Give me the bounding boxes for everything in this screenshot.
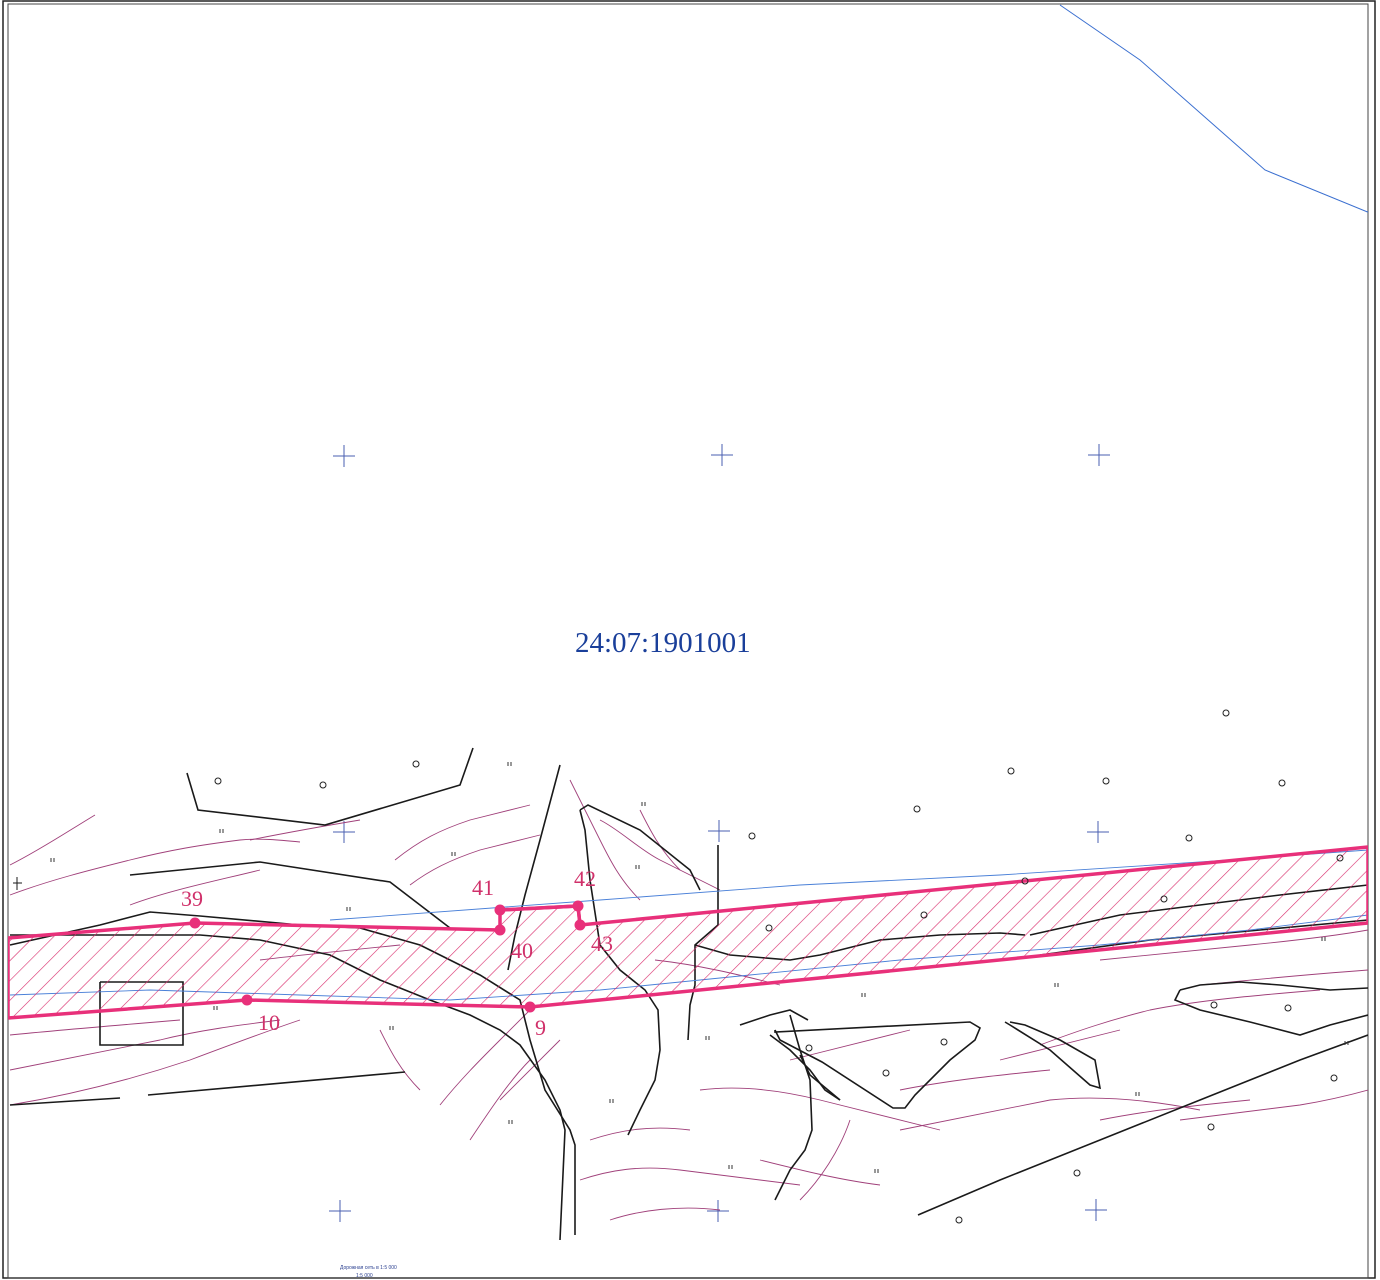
survey-point-10 <box>241 994 253 1006</box>
point-label: 40 <box>511 938 533 963</box>
point-label: 10 <box>258 1010 280 1035</box>
contour-lines <box>9 779 1368 1221</box>
cadastral-number-label: 24:07:1901001 <box>575 627 751 659</box>
survey-point-42 <box>572 900 584 912</box>
point-label: 42 <box>574 866 596 891</box>
survey-point-43 <box>574 919 586 931</box>
grid-cross <box>1088 444 1110 466</box>
grid-cross <box>1085 1199 1107 1221</box>
grid-cross <box>333 821 355 843</box>
grid-crosses <box>329 444 1110 1222</box>
survey-point-40 <box>494 924 506 936</box>
survey-point-9 <box>524 1001 536 1013</box>
grid-cross <box>329 1200 351 1222</box>
survey-point-39 <box>189 917 201 929</box>
grid-cross <box>708 820 730 842</box>
footer-note-line2: 1:5 000 <box>356 1273 373 1279</box>
point-label: 43 <box>591 931 613 956</box>
pole-markers <box>214 709 1344 1224</box>
survey-point-41 <box>494 904 506 916</box>
grid-cross <box>333 445 355 467</box>
grid-cross <box>711 444 733 466</box>
grid-cross <box>1087 821 1109 843</box>
river-line <box>1059 4 1368 213</box>
map-inner-frame <box>7 3 1369 1279</box>
parcel-corridor <box>8 845 1368 1020</box>
grid-cross <box>707 1200 729 1222</box>
point-label: 9 <box>535 1015 546 1040</box>
point-label: 41 <box>472 875 494 900</box>
point-label: 39 <box>181 886 203 911</box>
footer-note-line1: Дорожная сеть в 1:5 000 <box>340 1265 397 1271</box>
grass-markers <box>50 762 1349 1173</box>
survey-points <box>189 900 586 1013</box>
